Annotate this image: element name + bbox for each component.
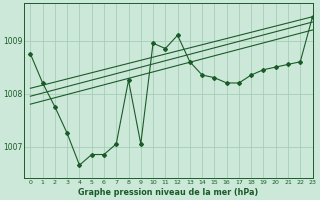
X-axis label: Graphe pression niveau de la mer (hPa): Graphe pression niveau de la mer (hPa) — [78, 188, 259, 197]
